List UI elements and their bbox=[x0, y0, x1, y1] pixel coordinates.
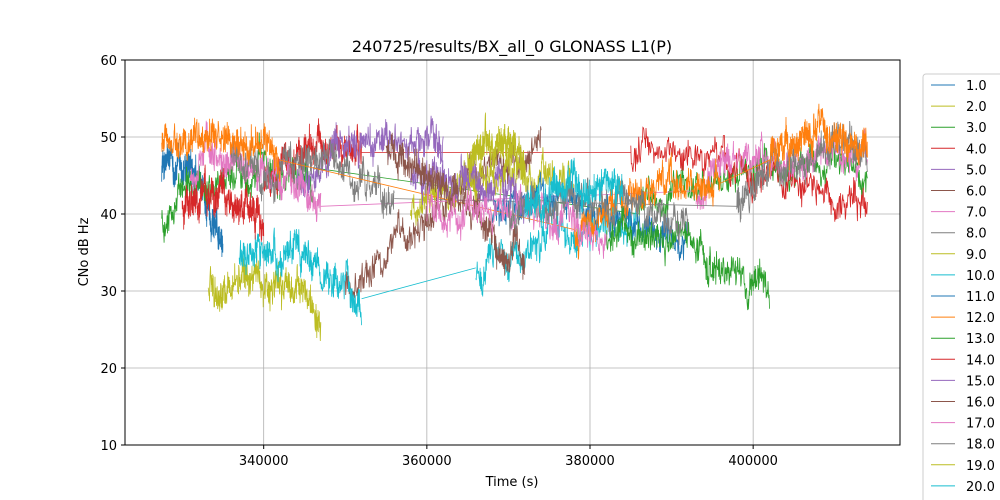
x-tick-label: 360000 bbox=[402, 454, 452, 469]
legend-label-3.0: 3.0 bbox=[966, 121, 987, 136]
y-tick-label: 50 bbox=[100, 131, 117, 146]
legend-label-18.0: 18.0 bbox=[966, 438, 995, 453]
legend-label-20.0: 20.0 bbox=[966, 480, 995, 495]
series-line-17.0 bbox=[426, 183, 607, 259]
legend-label-12.0: 12.0 bbox=[966, 311, 995, 326]
legend-label-5.0: 5.0 bbox=[966, 163, 987, 178]
series-line-20.0 bbox=[524, 157, 623, 229]
legend-label-2.0: 2.0 bbox=[966, 100, 987, 115]
series-line-4.0 bbox=[630, 126, 868, 222]
series-connector-10.0 bbox=[361, 267, 476, 300]
x-axis-label: Time (s) bbox=[485, 475, 539, 490]
y-axis-label: CNo dB Hz bbox=[77, 217, 92, 286]
y-tick-label: 40 bbox=[100, 208, 117, 223]
series-line-11.0 bbox=[491, 172, 689, 261]
y-tick-label: 30 bbox=[100, 285, 117, 300]
series-line-2.0 bbox=[207, 254, 322, 342]
y-tick-label: 10 bbox=[100, 439, 117, 454]
legend-label-11.0: 11.0 bbox=[966, 290, 995, 305]
series-line-15.0 bbox=[410, 149, 526, 224]
legend-label-4.0: 4.0 bbox=[966, 142, 987, 157]
legend-label-6.0: 6.0 bbox=[966, 185, 987, 200]
series-layer bbox=[161, 103, 868, 342]
series-line-12.0 bbox=[161, 117, 281, 182]
legend-label-13.0: 13.0 bbox=[966, 332, 995, 347]
legend-label-7.0: 7.0 bbox=[966, 206, 987, 221]
series-line-12.0 bbox=[769, 103, 868, 177]
y-tick-label: 20 bbox=[100, 362, 117, 377]
plot-frame bbox=[124, 59, 901, 446]
legend-label-15.0: 15.0 bbox=[966, 374, 995, 389]
legend-label-19.0: 19.0 bbox=[966, 459, 995, 474]
series-line-7.0 bbox=[189, 120, 322, 223]
series-connector-12.0 bbox=[720, 159, 770, 184]
series-line-19.0 bbox=[467, 112, 526, 186]
legend-frame bbox=[922, 73, 1000, 500]
legend-label-8.0: 8.0 bbox=[966, 227, 987, 242]
series-line-14.0 bbox=[181, 164, 265, 242]
x-tick-label: 380000 bbox=[565, 454, 615, 469]
legend-label-17.0: 17.0 bbox=[966, 417, 995, 432]
legend-label-14.0: 14.0 bbox=[966, 353, 995, 368]
y-tick-label: 60 bbox=[100, 54, 117, 69]
series-line-10.0 bbox=[238, 227, 362, 326]
legend: 1.0 2.0 3.0 4.0 5.0 6.0 7.0 8.0 9.0 10.0 11.0 12.0 1… bbox=[922, 73, 1000, 500]
series-connector-12.0 bbox=[279, 159, 574, 230]
legend-label-1.0: 1.0 bbox=[966, 79, 987, 94]
series-line-16.0 bbox=[385, 132, 526, 280]
axis-ticks: 340000 360000 380000 400000 10 20 30 40 50 60 bbox=[100, 54, 778, 469]
legend-label-10.0: 10.0 bbox=[966, 269, 995, 284]
x-tick-label: 400000 bbox=[728, 454, 778, 469]
legend-label-9.0: 9.0 bbox=[966, 248, 987, 263]
series-line-8.0 bbox=[230, 138, 395, 219]
legend-label-16.0: 16.0 bbox=[966, 396, 995, 411]
x-tick-label: 340000 bbox=[239, 454, 289, 469]
chart-title: 240725/results/BX_all_0 GLONASS L1(P) bbox=[352, 37, 672, 57]
